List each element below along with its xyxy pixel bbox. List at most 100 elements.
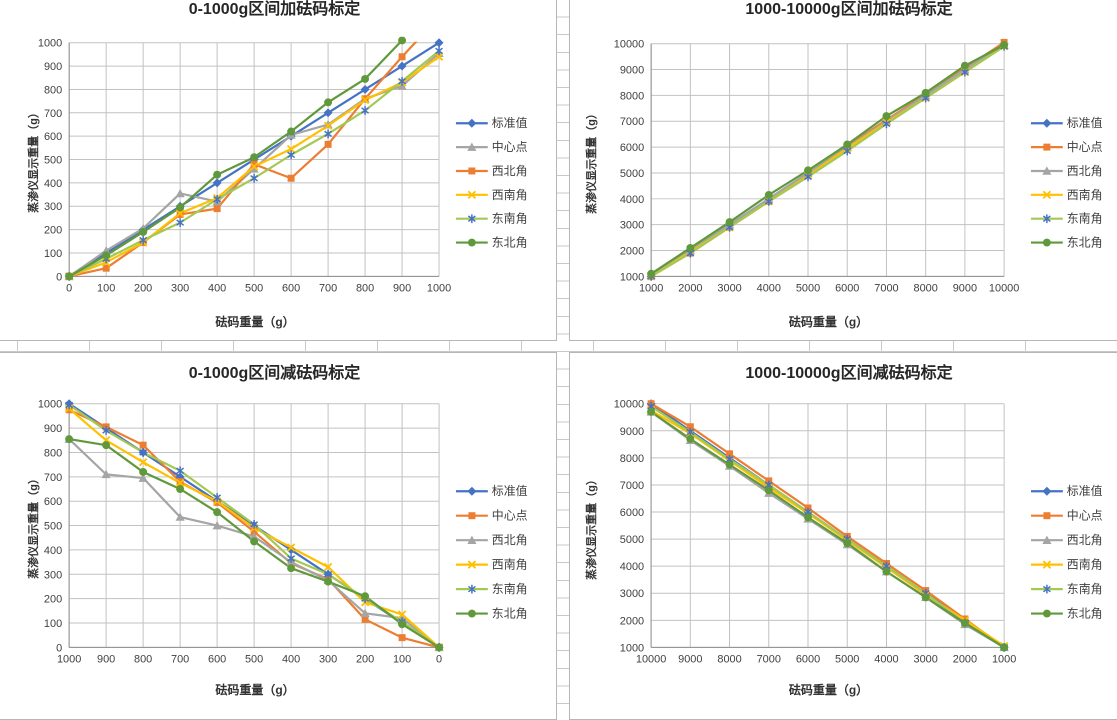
legend-item-southeast-corner[interactable]: 东南角 bbox=[456, 582, 528, 596]
circle-marker bbox=[176, 203, 185, 212]
circle-marker bbox=[361, 592, 370, 601]
y-tick-label: 3000 bbox=[620, 588, 644, 600]
circle-marker bbox=[213, 508, 222, 517]
square-marker bbox=[324, 140, 332, 148]
x-marker bbox=[467, 190, 477, 200]
asterisk-marker bbox=[176, 218, 185, 228]
legend-item-center-point[interactable]: 中心点 bbox=[1030, 140, 1103, 154]
legend-item-southwest-corner[interactable]: 西南角 bbox=[1030, 188, 1103, 202]
chart-svg: 0 100 200 300 400 500 600 700 800 900 1000 0 100 200 3… bbox=[38, 14, 528, 294]
legend-item-southeast-corner[interactable]: 东南角 bbox=[1030, 212, 1103, 226]
y-tick-label: 600 bbox=[44, 496, 62, 508]
circle-marker bbox=[686, 434, 695, 443]
legend-item-northwest-corner[interactable]: 西北角 bbox=[456, 533, 528, 547]
asterisk-marker bbox=[65, 400, 74, 410]
series-line-southwest-corner[interactable] bbox=[650, 409, 1006, 648]
y-tick-label: 10000 bbox=[614, 399, 644, 411]
legend-item-northwest-corner[interactable]: 西北角 bbox=[1031, 533, 1103, 547]
x-tick-label: 900 bbox=[97, 653, 115, 665]
series-line-northeast-corner[interactable] bbox=[650, 43, 1006, 275]
legend-item-southwest-corner[interactable]: 西南角 bbox=[1031, 558, 1103, 572]
circle-marker bbox=[882, 567, 891, 576]
legend-item-northeast-corner[interactable]: 东北角 bbox=[456, 607, 528, 621]
x-tick-label: 600 bbox=[282, 282, 300, 294]
y-tick-label: 200 bbox=[44, 594, 62, 606]
asterisk-marker bbox=[287, 150, 296, 160]
legend-item-standard-value[interactable]: 标准值 bbox=[1031, 484, 1103, 498]
chart-title[interactable]: 1000-10000g区间加砝码标定 bbox=[745, 1, 953, 18]
legend-item-standard-value[interactable]: 标准值 bbox=[1030, 116, 1103, 130]
legend-item-northeast-corner[interactable]: 东北角 bbox=[1031, 607, 1103, 621]
chart-title[interactable]: 0-1000g区间加砝码标定 bbox=[188, 1, 361, 18]
x-tick-label: 9000 bbox=[953, 282, 977, 294]
series-line-northwest-corner[interactable] bbox=[650, 43, 1006, 277]
x-tick-label: 300 bbox=[171, 282, 189, 294]
legend-label: 西北角 bbox=[1067, 164, 1103, 178]
square-marker bbox=[250, 160, 258, 168]
legend-item-southwest-corner[interactable]: 西南角 bbox=[455, 188, 528, 202]
x-tick-label: 500 bbox=[245, 653, 263, 665]
legend-label: 东北角 bbox=[492, 607, 528, 621]
circle-marker bbox=[435, 643, 444, 652]
x-axis-title[interactable]: 砝码重量（g） bbox=[788, 683, 869, 697]
asterisk-marker bbox=[435, 46, 443, 56]
legend-label: 东南角 bbox=[1067, 582, 1103, 596]
asterisk-marker bbox=[250, 173, 259, 183]
y-axis-title[interactable]: 蒸渗仪显示重量（g） bbox=[586, 474, 598, 580]
x-axis-title[interactable]: 砝码重量（g） bbox=[788, 315, 869, 329]
legend-item-northeast-corner[interactable]: 东北角 bbox=[455, 236, 528, 250]
series-line-southeast-corner[interactable] bbox=[650, 405, 1006, 649]
series-line-center-point[interactable] bbox=[650, 402, 1006, 649]
circle-marker bbox=[921, 88, 930, 97]
legend-item-center-point[interactable]: 中心点 bbox=[1031, 509, 1103, 523]
legend-item-southeast-corner[interactable]: 东南角 bbox=[1031, 582, 1103, 596]
chart-title[interactable]: 0-1000g区间减砝码标定 bbox=[188, 365, 361, 382]
asterisk-marker bbox=[250, 519, 259, 529]
series-markers-northeast-corner[interactable] bbox=[647, 407, 1009, 652]
series-markers-northeast-corner[interactable] bbox=[647, 41, 1009, 278]
x-axis-title[interactable]: 砝码重量（g） bbox=[215, 683, 295, 697]
y-tick-label: 5000 bbox=[620, 534, 644, 546]
legend-item-northeast-corner[interactable]: 东北角 bbox=[1030, 236, 1103, 250]
series-line-northeast-corner[interactable] bbox=[650, 410, 1006, 649]
square-marker bbox=[398, 634, 406, 642]
series-markers-northeast-corner[interactable] bbox=[65, 435, 444, 652]
legend-item-standard-value[interactable]: 标准值 bbox=[455, 116, 528, 130]
chart-subtract-1000-10000g[interactable]: 1000 2000 3000 4000 5000 6000 7000 8000 9000 1000… bbox=[569, 352, 1117, 720]
series-line-southeast-corner[interactable] bbox=[650, 45, 1006, 278]
asterisk-marker bbox=[324, 129, 333, 139]
circle-marker bbox=[764, 190, 773, 199]
x-axis-title[interactable]: 砝码重量（g） bbox=[215, 315, 295, 329]
legend-item-southwest-corner[interactable]: 西南角 bbox=[456, 558, 528, 572]
triangle-marker bbox=[360, 608, 370, 618]
x-marker bbox=[397, 610, 407, 619]
asterisk-marker bbox=[1042, 584, 1051, 594]
legend-item-standard-value[interactable]: 标准值 bbox=[456, 484, 528, 498]
y-tick-label: 800 bbox=[44, 447, 62, 459]
chart-add-1000-10000g[interactable]: 1000 2000 3000 4000 5000 6000 7000 8000 9000 1000… bbox=[569, 0, 1117, 341]
chart-subtract-0-1000g[interactable]: 0 100 200 300 400 500 600 700 800 900 1000 1000 900 8… bbox=[0, 352, 557, 720]
legend-item-northwest-corner[interactable]: 西北角 bbox=[455, 164, 528, 178]
legend-item-northwest-corner[interactable]: 西北角 bbox=[1030, 164, 1103, 178]
x-tick-label: 0 bbox=[66, 282, 72, 294]
y-axis-title[interactable]: 蒸渗仪显示重量（g） bbox=[586, 108, 598, 214]
chart-title[interactable]: 1000-10000g区间减砝码标定 bbox=[745, 365, 953, 382]
x-marker bbox=[249, 162, 259, 171]
triangle-marker bbox=[138, 473, 148, 482]
legend-item-center-point[interactable]: 中心点 bbox=[456, 509, 528, 523]
legend-item-center-point[interactable]: 中心点 bbox=[455, 140, 528, 154]
diamond-marker bbox=[1042, 486, 1052, 496]
y-tick-label: 900 bbox=[44, 61, 62, 73]
series-markers-northeast-corner[interactable] bbox=[65, 14, 443, 281]
legend-label: 标准值 bbox=[492, 484, 528, 498]
circle-marker bbox=[287, 564, 296, 573]
chart-add-0-1000g[interactable]: 0 100 200 300 400 500 600 700 800 900 1000 0 100 200 3… bbox=[0, 0, 557, 341]
circle-marker bbox=[843, 539, 852, 548]
circle-marker bbox=[213, 170, 222, 179]
y-axis-title[interactable]: 蒸渗仪显示重量（g） bbox=[28, 107, 40, 213]
circle-marker bbox=[843, 140, 852, 149]
asterisk-marker bbox=[467, 584, 476, 594]
circle-marker bbox=[764, 486, 773, 495]
legend-item-southeast-corner[interactable]: 东南角 bbox=[455, 212, 528, 226]
y-axis-title[interactable]: 蒸渗仪显示重量（g） bbox=[28, 473, 40, 579]
